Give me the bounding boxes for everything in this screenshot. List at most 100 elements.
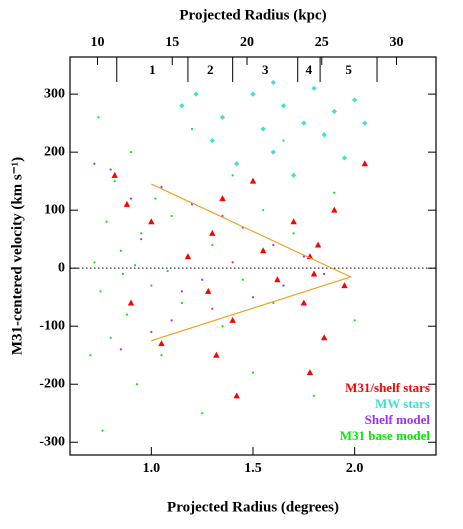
point [209,137,215,144]
point [136,383,139,386]
point [160,185,163,189]
point [193,91,199,97]
x-tick-label: 1.5 [244,461,262,476]
y-tick-label: 200 [44,144,65,159]
point [320,334,328,341]
point [105,220,108,223]
point [150,284,153,287]
point [282,139,285,142]
point [170,214,173,218]
region-label: 2 [207,62,214,77]
point [341,155,348,161]
point [300,299,308,306]
point [291,172,297,178]
point [234,161,240,167]
point [123,200,131,207]
point [140,232,143,235]
point [166,269,169,273]
point [312,394,316,397]
point [99,290,102,293]
point [113,180,116,183]
point [213,351,220,358]
point [121,272,124,276]
point [270,79,276,86]
point [148,218,155,225]
point [154,197,157,200]
point [251,371,255,374]
region-label: 1 [149,62,156,77]
point [219,195,226,202]
point [290,218,297,225]
point [331,206,338,213]
point [323,272,326,276]
legend-label: Shelf model [365,412,431,427]
point [231,261,234,264]
point [201,412,204,415]
point [133,264,137,267]
point [179,103,185,109]
legend-label: M31 base model [340,428,431,443]
point [321,132,327,138]
y-tick-label: -100 [39,318,65,333]
point [233,392,240,399]
point [282,284,285,287]
x-tick-label: 2.0 [346,461,364,476]
point [125,313,129,316]
point [158,340,165,347]
point [101,429,104,432]
point [301,120,307,126]
y-tick-label: 100 [44,202,65,217]
point [353,319,356,322]
point [160,354,163,357]
point [361,160,369,167]
y-tick-label: -200 [39,376,65,391]
point [272,243,275,247]
point [109,168,112,171]
point [251,296,255,299]
point [127,299,135,306]
point [362,120,368,126]
point [89,354,92,357]
region-label: 5 [345,62,352,77]
point [119,348,122,351]
x-axis-label: Projected Radius (degrees) [167,499,339,515]
point [93,162,96,165]
point [260,126,266,132]
point [306,369,314,376]
point [241,278,244,281]
point [129,197,133,200]
x2-tick-label: 15 [165,35,179,50]
point [333,191,336,194]
x2-tick-label: 20 [240,35,254,50]
point [219,114,226,120]
y-axis-label: M31-centered velocity (km s⁻¹) [9,157,25,355]
point [119,249,122,252]
point [140,238,143,241]
point [221,325,224,328]
point [311,85,317,91]
x2-tick-label: 25 [315,35,329,50]
y-tick-label: 0 [58,260,65,275]
point [302,255,305,258]
point [180,290,183,293]
point [292,232,295,235]
point [109,336,112,339]
legend-label: M31/shelf stars [345,380,430,395]
point [280,103,287,109]
point [129,151,133,154]
point [93,261,96,264]
point [97,116,100,119]
y-tick-label: 300 [44,86,65,101]
y-tick-label: -300 [39,434,65,449]
region-label: 4 [306,62,313,77]
point [190,127,194,131]
point [341,282,348,289]
point [205,287,212,294]
point [150,330,153,334]
point [270,149,276,155]
point [310,270,318,277]
x-tick-label: 1.0 [143,461,161,476]
envelope-line [151,183,353,342]
point [211,243,214,247]
